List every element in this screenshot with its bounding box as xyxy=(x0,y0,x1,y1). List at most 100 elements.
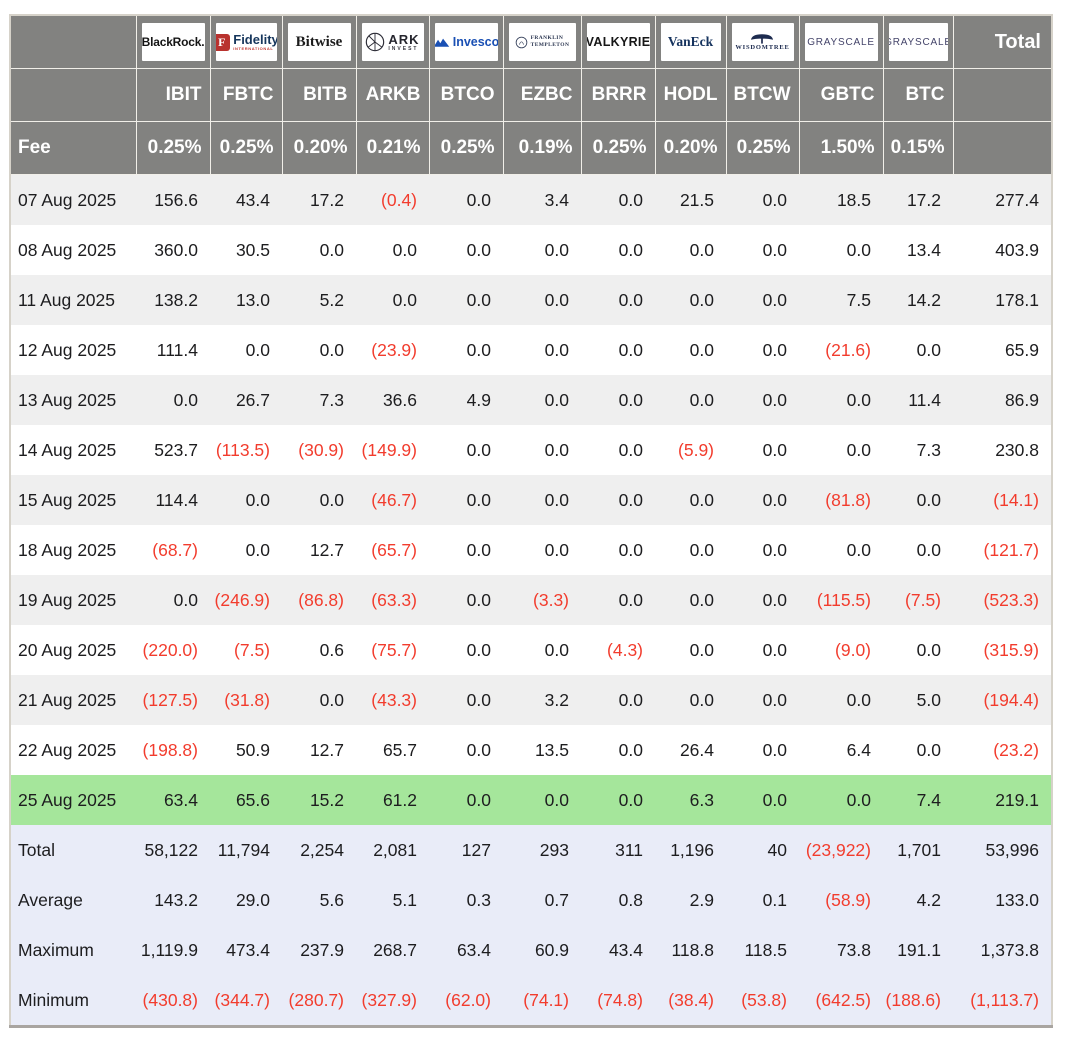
fee-ibit: 0.25% xyxy=(135,121,211,175)
cell-value: 277.4 xyxy=(995,189,1039,210)
cell-value: 0.0 xyxy=(544,789,569,810)
logo-cell: Bitwise xyxy=(281,14,357,69)
fee-fbtc: 0.25% xyxy=(209,121,283,175)
corner-cell xyxy=(9,14,137,69)
cell-value: 14.2 xyxy=(906,289,941,310)
logo-cell: F Fidelity INTERNATIONAL xyxy=(209,14,283,69)
cell-value: 0.0 xyxy=(618,489,643,510)
cell-value: 0.0 xyxy=(762,689,787,710)
logo-cell: VALKYRIE xyxy=(580,14,656,69)
cell-value: 0.0 xyxy=(762,439,787,460)
cell-value: 6.3 xyxy=(689,789,714,810)
cell-value: (198.8) xyxy=(142,739,198,760)
cell-value: 0.0 xyxy=(618,689,643,710)
cell-value: 0.0 xyxy=(916,639,941,660)
summary-row: Average 143.2 29.0 5.6 5.1 0.3 0.7 0.8 2.9 0.1 (58… xyxy=(10,875,1052,925)
bitcoin-etf-flows-table: BlackRock. F Fidelity INTERNATIONAL Bitwise A… xyxy=(9,14,1053,1028)
summary-value: (53.8) xyxy=(741,989,787,1010)
cell-value: 0.0 xyxy=(466,639,491,660)
cell-value: 0.0 xyxy=(544,639,569,660)
cell-value: 0.0 xyxy=(618,539,643,560)
summary-value: 293 xyxy=(539,839,569,860)
table-row: 13 Aug 2025 0.0 26.7 7.3 36.6 4.9 0.0 0.0 0.0 0.0… xyxy=(10,375,1052,425)
empty-header-cell xyxy=(952,68,1053,122)
cell-value: 0.0 xyxy=(466,589,491,610)
logo-cell: GRAYSCALE xyxy=(882,14,954,69)
cell-value: (63.3) xyxy=(371,589,417,610)
cell-value: 0.0 xyxy=(466,539,491,560)
row-date: 07 Aug 2025 xyxy=(18,189,117,210)
summary-row: Maximum 1,119.9 473.4 237.9 268.7 63.4 60.9 43.… xyxy=(10,925,1052,975)
table-row: 19 Aug 2025 0.0 (246.9) (86.8) (63.3) 0.0 (3.3… xyxy=(10,575,1052,625)
cell-value: (7.5) xyxy=(234,639,270,660)
cell-value: 0.0 xyxy=(916,739,941,760)
cell-value: 12.7 xyxy=(309,539,344,560)
cell-value: (65.7) xyxy=(371,539,417,560)
cell-value: 219.1 xyxy=(995,789,1039,810)
row-date: 11 Aug 2025 xyxy=(18,289,115,310)
vaneck-logo: VanEck xyxy=(660,23,721,61)
summary-value: 268.7 xyxy=(373,939,417,960)
ticker-btco: BTCO xyxy=(428,68,504,122)
cell-value: (43.3) xyxy=(371,689,417,710)
cell-value: (31.8) xyxy=(224,689,270,710)
summary-value: (1,113.7) xyxy=(970,989,1039,1010)
cell-value: 0.0 xyxy=(762,739,787,760)
cell-value: 0.0 xyxy=(245,539,270,560)
summary-value: 60.9 xyxy=(534,939,569,960)
cell-value: 36.6 xyxy=(382,389,417,410)
summary-value: 5.1 xyxy=(392,889,417,910)
grayscale-wordmark: GRAYSCALE xyxy=(889,36,948,48)
cell-value: 0.0 xyxy=(544,489,569,510)
cell-value: (46.7) xyxy=(371,489,417,510)
row-date: 08 Aug 2025 xyxy=(18,239,117,260)
summary-value: (327.9) xyxy=(361,989,417,1010)
row-date: 19 Aug 2025 xyxy=(18,589,117,610)
cell-value: (23.9) xyxy=(371,339,417,360)
cell-value: 0.0 xyxy=(618,389,643,410)
cell-value: 0.0 xyxy=(466,289,491,310)
cell-value: 7.5 xyxy=(846,289,871,310)
row-date: 14 Aug 2025 xyxy=(18,439,117,460)
table-row: 25 Aug 2025 63.4 65.6 15.2 61.2 0.0 0.0 0.0 6.3 0… xyxy=(10,775,1052,825)
cell-value: 0.0 xyxy=(762,539,787,560)
cell-value: 11.4 xyxy=(908,389,941,410)
cell-value: (81.8) xyxy=(825,489,871,510)
ticker-ibit: IBIT xyxy=(135,68,211,122)
cell-value: (315.9) xyxy=(983,639,1039,660)
cell-value: 12.7 xyxy=(309,739,344,760)
cell-value: 13.0 xyxy=(235,289,270,310)
row-date: 12 Aug 2025 xyxy=(18,339,117,360)
bitwise-wordmark: Bitwise xyxy=(295,33,343,50)
cell-value: 15.2 xyxy=(309,789,344,810)
summary-value: 2,254 xyxy=(300,839,344,860)
cell-value: 4.9 xyxy=(466,389,491,410)
ark-circle-icon xyxy=(366,32,385,52)
vaneck-wordmark: VanEck xyxy=(667,34,714,49)
fee-ezbc: 0.19% xyxy=(502,121,582,175)
logo-row: BlackRock. F Fidelity INTERNATIONAL Bitwise A… xyxy=(9,14,1053,69)
grayscale-logo: GRAYSCALE xyxy=(804,23,878,61)
ark-logo: ARK INVEST xyxy=(361,23,424,61)
summary-value: 4.2 xyxy=(916,889,941,910)
cell-value: 61.2 xyxy=(382,789,417,810)
fee-btco: 0.25% xyxy=(428,121,504,175)
fee-bitb: 0.20% xyxy=(281,121,357,175)
cell-value: 6.4 xyxy=(846,739,871,760)
cell-value: 0.0 xyxy=(762,239,787,260)
summary-value: 53,996 xyxy=(985,839,1039,860)
summary-value: 237.9 xyxy=(300,939,344,960)
summary-label: Average xyxy=(18,889,83,910)
cell-value: 156.6 xyxy=(154,189,198,210)
cell-value: 0.0 xyxy=(544,439,569,460)
summary-value: (188.6) xyxy=(885,989,941,1010)
summary-value: (74.1) xyxy=(523,989,569,1010)
logo-cell: VanEck xyxy=(654,14,727,69)
summary-value: 0.7 xyxy=(544,889,569,910)
fidelity-name: Fidelity xyxy=(233,32,277,47)
summary-value: (38.4) xyxy=(668,989,714,1010)
cell-value: (246.9) xyxy=(214,589,270,610)
cell-value: 43.4 xyxy=(235,189,270,210)
cell-value: (7.5) xyxy=(905,589,941,610)
summary-value: 2.9 xyxy=(689,889,714,910)
